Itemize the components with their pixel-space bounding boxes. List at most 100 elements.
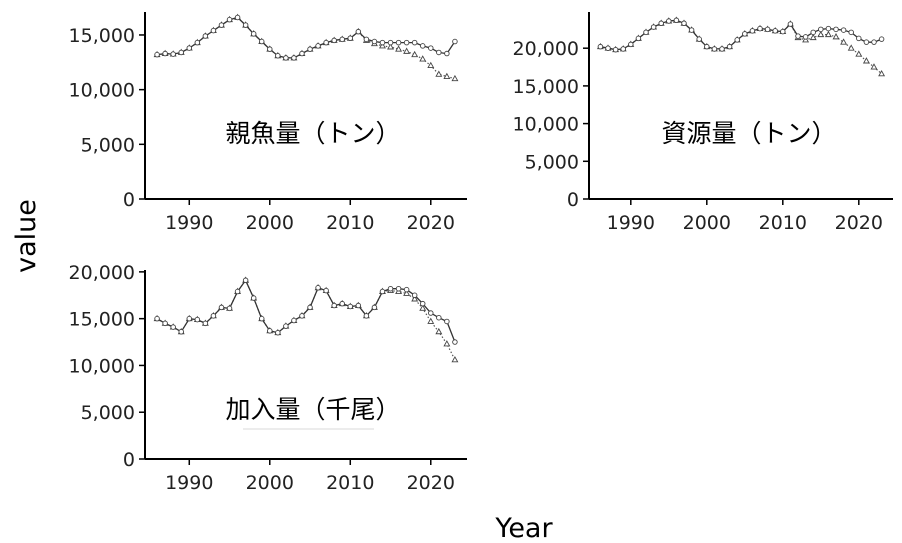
data-point-circle (419, 300, 426, 307)
data-point-circle (387, 285, 394, 292)
data-point-circle (170, 324, 176, 330)
x-tick-label: 2010 (326, 212, 374, 234)
data-point-circle (856, 35, 862, 42)
data-point-circle (597, 43, 604, 50)
data-point-circle (863, 39, 870, 45)
x-tick-label: 2020 (407, 212, 455, 234)
panel-title: 親魚量（トン） (225, 119, 400, 148)
data-point-circle (315, 285, 321, 291)
data-point-triangle (855, 50, 863, 57)
data-point-circle (704, 43, 710, 50)
data-point-triangle (878, 69, 886, 77)
data-point-circle (444, 318, 450, 325)
data-point-circle (395, 285, 402, 292)
x-tick-label: 2000 (246, 212, 294, 234)
data-point-circle (178, 49, 184, 56)
data-point-circle (218, 304, 225, 311)
data-point-circle (628, 41, 634, 48)
data-point-circle (202, 320, 209, 327)
data-point-circle (818, 26, 824, 33)
y-tick-label: 15,000 (513, 76, 579, 98)
data-point-circle (186, 45, 193, 51)
y-tick-label: 10,000 (69, 355, 135, 377)
x-tick-label: 1990 (607, 212, 655, 234)
data-point-circle (339, 36, 345, 43)
data-point-triangle (870, 63, 878, 70)
data-point-circle (218, 22, 225, 28)
data-point-circle (234, 288, 241, 295)
data-point-circle (234, 14, 241, 21)
series-line-dotted (157, 16, 456, 80)
data-point-circle (162, 320, 168, 327)
data-point-circle (379, 288, 386, 295)
data-point-circle (242, 22, 249, 28)
data-point-triangle (411, 295, 419, 302)
data-point-circle (283, 323, 289, 329)
y-tick-label: 0 (123, 189, 135, 211)
data-point-circle (307, 46, 313, 52)
series-line-dotted (600, 19, 883, 75)
data-point-circle (371, 38, 378, 45)
data-point-circle (395, 39, 402, 46)
data-point-circle (258, 38, 265, 45)
data-point-circle (170, 51, 176, 57)
data-point-circle (757, 25, 763, 32)
data-point-circle (387, 39, 394, 46)
data-point-triangle (403, 289, 411, 296)
data-point-triangle (443, 72, 451, 79)
data-point-circle (347, 35, 354, 41)
data-point-circle (620, 46, 626, 52)
data-point-circle (355, 28, 362, 35)
y-tick-label: 20,000 (69, 262, 135, 284)
y-tick-label: 10,000 (513, 114, 579, 136)
data-point-circle (355, 302, 362, 309)
data-point-circle (194, 316, 201, 323)
data-point-circle (186, 315, 193, 322)
y-tick-label: 15,000 (69, 309, 135, 331)
data-point-circle (444, 50, 450, 57)
data-point-circle (202, 33, 209, 39)
data-point-circle (371, 304, 378, 311)
data-point-circle (795, 33, 801, 39)
data-point-circle (666, 18, 672, 24)
data-point-circle (331, 302, 337, 309)
data-point-triangle (847, 44, 855, 51)
data-point-circle (428, 45, 434, 51)
y-tick-label: 5,000 (81, 134, 135, 156)
x-tick-label: 1990 (165, 212, 213, 234)
data-point-circle (154, 315, 160, 322)
x-tick-label: 2020 (407, 472, 455, 494)
x-tick-label: 2000 (683, 212, 731, 234)
data-point-circle (673, 17, 680, 24)
data-point-triangle (832, 33, 840, 40)
data-point-circle (267, 328, 273, 334)
data-point-circle (283, 55, 289, 61)
data-point-triangle (395, 45, 403, 52)
series-line-solid (600, 19, 882, 51)
data-point-circle (403, 286, 410, 293)
data-point-circle (810, 29, 816, 36)
data-point-circle (210, 27, 217, 34)
data-point-circle (299, 50, 305, 57)
y-tick-label: 10,000 (69, 80, 135, 102)
data-point-circle (339, 300, 345, 307)
data-point-circle (307, 304, 313, 311)
data-point-circle (258, 315, 265, 322)
data-point-circle (323, 39, 329, 46)
data-point-circle (871, 39, 877, 45)
data-point-circle (726, 43, 733, 50)
data-point-circle (275, 329, 281, 336)
x-tick-label: 2010 (759, 212, 807, 234)
data-point-circle (178, 329, 184, 335)
data-point-circle (681, 20, 687, 27)
data-point-circle (242, 277, 249, 284)
data-point-circle (379, 39, 386, 46)
y-tick-label: 20,000 (513, 38, 579, 60)
data-point-circle (291, 55, 297, 61)
data-point-triangle (403, 47, 411, 54)
data-point-triangle (809, 33, 817, 41)
data-point-circle (275, 52, 281, 59)
data-point-triangle (824, 30, 832, 38)
data-point-circle (742, 31, 748, 37)
